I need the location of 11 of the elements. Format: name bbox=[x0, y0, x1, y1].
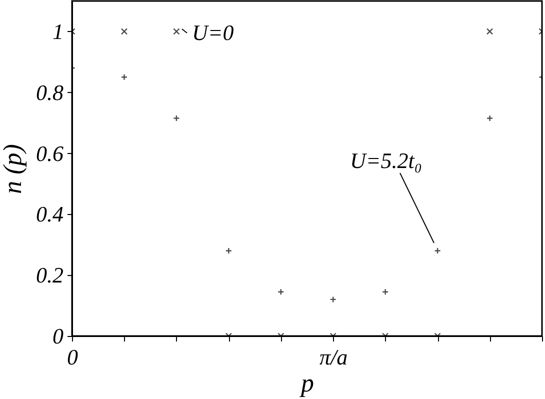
annotation: U=0 bbox=[192, 20, 234, 45]
y-axis-title: n (p) bbox=[0, 144, 27, 194]
y-tick-label: 0.4 bbox=[36, 202, 64, 227]
annotation: U=5.2t₀ bbox=[350, 148, 422, 173]
y-tick-label: 0.8 bbox=[36, 80, 64, 105]
y-tick-label: 0.2 bbox=[36, 262, 64, 288]
y-tick-label: 0 bbox=[52, 324, 64, 348]
x-axis-title: p bbox=[299, 368, 314, 398]
y-tick-label: 1 bbox=[52, 18, 64, 44]
x-tick-label: π/a bbox=[320, 344, 348, 370]
y-tick-label: 0.6 bbox=[36, 140, 64, 166]
